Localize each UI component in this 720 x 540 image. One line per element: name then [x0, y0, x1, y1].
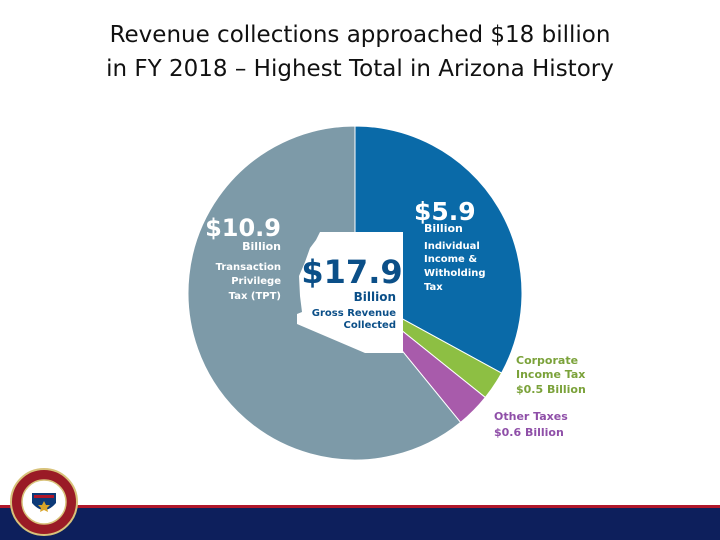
corporate-amount: $0.5 Billion [516, 383, 586, 396]
individual-income-line-3: Witholding [424, 268, 486, 279]
label-other-taxes: Other Taxes $0.6 Billion [494, 410, 568, 439]
total-caption-line-1: Gross Revenue [312, 308, 396, 319]
individual-income-unit: Billion [424, 222, 463, 235]
individual-income-amount: $5.9 [414, 197, 476, 226]
tpt-line-2: Privilege [231, 276, 281, 287]
title-line-1: Revenue collections approached $18 billi… [109, 22, 611, 48]
footer-bar [0, 505, 720, 540]
total-amount: $17.9 [301, 253, 402, 291]
individual-income-line-1: Individual [424, 241, 480, 252]
other-taxes-line-1: Other Taxes [494, 410, 568, 423]
other-taxes-amount: $0.6 Billion [494, 426, 564, 439]
corporate-line-2: Income Tax [516, 368, 585, 381]
label-corporate-income: Corporate Income Tax $0.5 Billion [516, 354, 586, 396]
tpt-unit: Billion [242, 240, 281, 253]
tpt-amount: $10.9 [205, 214, 281, 242]
title-line-2: in FY 2018 – Highest Total in Arizona Hi… [106, 56, 614, 82]
label-individual-income: $5.9 Billion Individual Income & Withold… [414, 197, 486, 293]
tpt-line-3: Tax (TPT) [229, 291, 281, 302]
tpt-line-1: Transaction [216, 262, 281, 273]
total-caption-line-2: Collected [344, 320, 397, 331]
individual-income-line-2: Income & [424, 254, 477, 265]
arizona-shape [297, 232, 403, 353]
slide-title: Revenue collections approached $18 billi… [0, 18, 720, 86]
revenue-pie-chart: $17.9 Billion Gross Revenue Collected $5… [187, 125, 586, 461]
department-seal-logo [10, 468, 78, 536]
total-unit: Billion [354, 290, 396, 304]
corporate-line-1: Corporate [516, 354, 578, 367]
individual-income-line-4: Tax [424, 282, 443, 293]
label-tpt: $10.9 Billion Transaction Privilege Tax … [205, 214, 281, 302]
